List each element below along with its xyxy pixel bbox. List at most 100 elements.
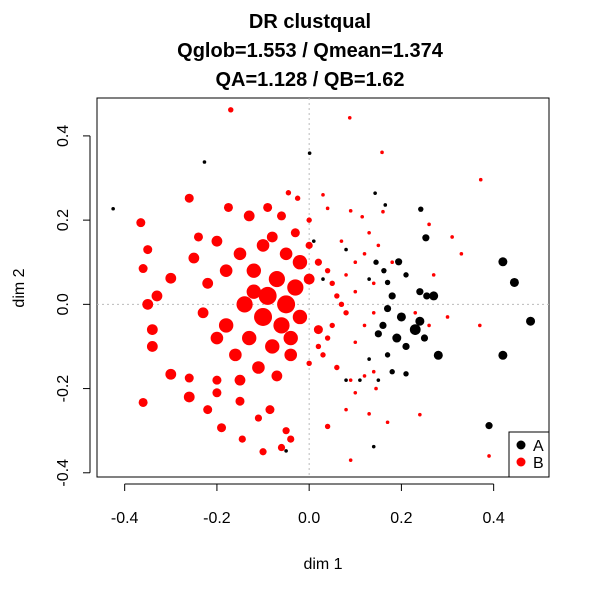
- data-point-b: [324, 335, 331, 341]
- data-point-b: [212, 375, 222, 385]
- data-point-b: [353, 390, 358, 395]
- data-point-a: [409, 324, 421, 336]
- data-point-b: [282, 427, 290, 435]
- legend-marker-a: [516, 440, 526, 450]
- data-point-a: [111, 206, 115, 211]
- data-point-b: [228, 107, 234, 113]
- data-point-a: [358, 378, 362, 382]
- x-axis-label: dim 1: [303, 556, 342, 573]
- data-point-a: [367, 357, 371, 361]
- data-point-b: [235, 396, 245, 406]
- data-point-b: [184, 373, 194, 383]
- data-point-a: [403, 371, 409, 377]
- data-point-b: [271, 370, 283, 382]
- data-point-b: [268, 270, 285, 288]
- data-point-a: [392, 333, 402, 343]
- data-point-b: [315, 343, 322, 350]
- data-point-a: [416, 288, 424, 296]
- data-point-b: [324, 267, 331, 274]
- data-point-a: [202, 160, 207, 164]
- data-point-b: [325, 206, 330, 211]
- data-point-b: [344, 407, 348, 412]
- data-point-a: [388, 292, 396, 300]
- data-point-a: [420, 334, 429, 342]
- data-point-b: [321, 193, 325, 197]
- data-point-b: [450, 235, 454, 239]
- data-point-b: [142, 298, 154, 310]
- legend-label-a: A: [533, 438, 544, 455]
- data-point-b: [303, 273, 315, 285]
- data-point-b: [292, 309, 308, 325]
- data-point-b: [374, 386, 378, 391]
- data-points: [111, 107, 536, 462]
- data-point-b: [353, 340, 358, 345]
- chart-title-line-3: QA=1.128 / QB=1.62: [215, 69, 404, 91]
- data-point-b: [277, 443, 286, 452]
- data-point-b: [165, 368, 177, 380]
- data-point-b: [246, 263, 262, 278]
- data-point-b: [313, 325, 323, 335]
- data-point-b: [348, 209, 353, 213]
- data-point-b: [229, 348, 242, 362]
- data-point-b: [265, 405, 275, 415]
- data-point-a: [418, 206, 424, 212]
- data-point-b: [353, 289, 358, 294]
- data-point-a: [307, 151, 312, 155]
- data-point-b: [217, 423, 227, 433]
- x-axis: -0.4 -0.2 0.0 0.2 0.4: [111, 483, 505, 527]
- data-point-b: [210, 331, 224, 345]
- data-point-b: [292, 255, 308, 270]
- legend-box: [508, 431, 550, 478]
- data-point-b: [258, 286, 277, 305]
- data-point-b: [263, 202, 273, 212]
- data-point-b: [234, 374, 246, 386]
- data-point-b: [184, 193, 194, 203]
- data-point-b: [431, 273, 436, 277]
- data-point-b: [238, 435, 246, 443]
- data-point-a: [429, 291, 439, 301]
- data-point-b: [427, 222, 431, 227]
- data-point-b: [305, 241, 313, 249]
- data-point-b: [218, 318, 234, 333]
- data-point-b: [183, 391, 195, 403]
- data-point-a: [433, 350, 443, 360]
- data-point-b: [445, 315, 450, 319]
- data-point-b: [329, 280, 335, 286]
- data-point-b: [362, 323, 367, 328]
- data-point-b: [136, 218, 146, 228]
- x-tick-label: 0.4: [483, 510, 505, 527]
- data-point-a: [498, 257, 508, 267]
- data-point-b: [236, 296, 253, 313]
- data-point-b: [151, 290, 163, 302]
- data-point-a: [403, 272, 409, 278]
- legend-marker-b: [516, 457, 526, 467]
- data-point-b: [146, 324, 158, 336]
- data-point-b: [329, 322, 335, 329]
- data-point-b: [252, 361, 265, 374]
- data-point-b: [256, 239, 270, 252]
- data-point-b: [314, 258, 322, 266]
- data-point-a: [384, 279, 391, 286]
- data-point-b: [487, 454, 491, 458]
- data-point-b: [284, 348, 298, 362]
- data-point-b: [371, 281, 376, 286]
- y-tick-label: -0.2: [55, 375, 72, 403]
- data-point-b: [413, 310, 418, 315]
- data-point-b: [478, 323, 482, 328]
- data-point-b: [427, 323, 431, 328]
- data-point-b: [348, 458, 353, 462]
- y-tick-label: 0.0: [55, 293, 72, 315]
- data-point-a: [373, 259, 379, 265]
- data-point-b: [376, 243, 381, 248]
- data-point-b: [203, 405, 213, 415]
- data-point-a: [383, 203, 388, 207]
- data-point-a: [373, 191, 377, 195]
- data-point-b: [320, 352, 326, 358]
- data-point-a: [389, 369, 395, 375]
- data-point-b: [306, 217, 312, 223]
- data-point-a: [379, 321, 387, 329]
- data-point-b: [362, 252, 367, 256]
- data-point-b: [380, 150, 384, 155]
- data-point-b: [246, 284, 262, 299]
